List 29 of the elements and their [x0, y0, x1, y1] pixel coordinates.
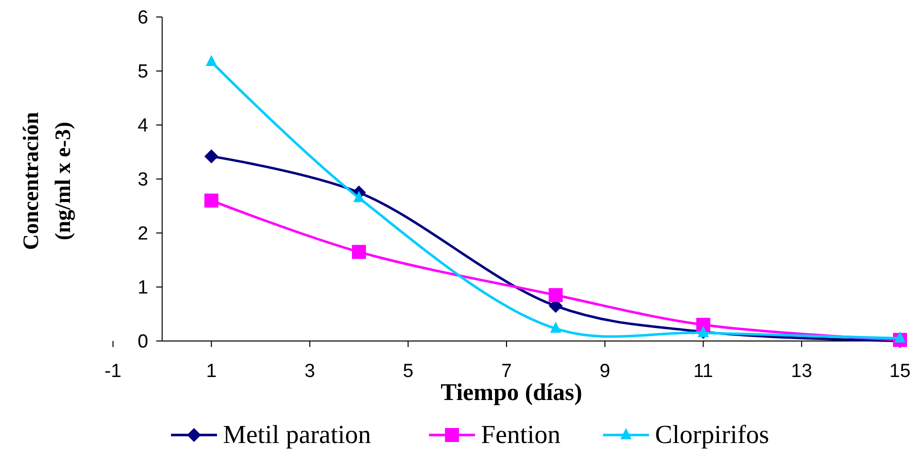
x-tick-label: 5	[402, 361, 414, 382]
x-tick-label: 9	[600, 361, 610, 382]
legend-label: Metil paration	[223, 420, 372, 449]
y-tick-label: 6	[138, 8, 148, 29]
x-tick-label: 3	[304, 361, 316, 382]
legend-label: Clorpirifos	[655, 420, 770, 449]
point	[353, 190, 365, 202]
legend-label: Fention	[481, 420, 560, 449]
point	[548, 288, 563, 302]
point	[206, 54, 217, 66]
point	[894, 331, 906, 342]
point	[352, 244, 366, 259]
y-tick-label: 4	[138, 116, 149, 137]
x-tick-label: 13	[791, 361, 812, 382]
point	[550, 322, 562, 333]
y-tick-label: 1	[138, 278, 148, 299]
point	[204, 194, 218, 208]
point	[204, 149, 218, 164]
x-axis-title: Tiempo (días)	[440, 380, 582, 406]
x-tick-label: 1	[206, 361, 217, 382]
x-tick-label: -1	[104, 361, 122, 382]
x-tick-label: 15	[889, 361, 911, 382]
x-tick-label: 11	[693, 361, 714, 382]
y-tick-label: 5	[138, 62, 148, 83]
y-axis-title: Concentración (ng/ml x e-3)	[18, 112, 75, 250]
y-tick-label: 2	[138, 224, 148, 245]
y-tick-label: 0	[138, 332, 148, 353]
x-tick-label: 7	[501, 361, 512, 382]
y-tick-label: 3	[138, 170, 148, 191]
